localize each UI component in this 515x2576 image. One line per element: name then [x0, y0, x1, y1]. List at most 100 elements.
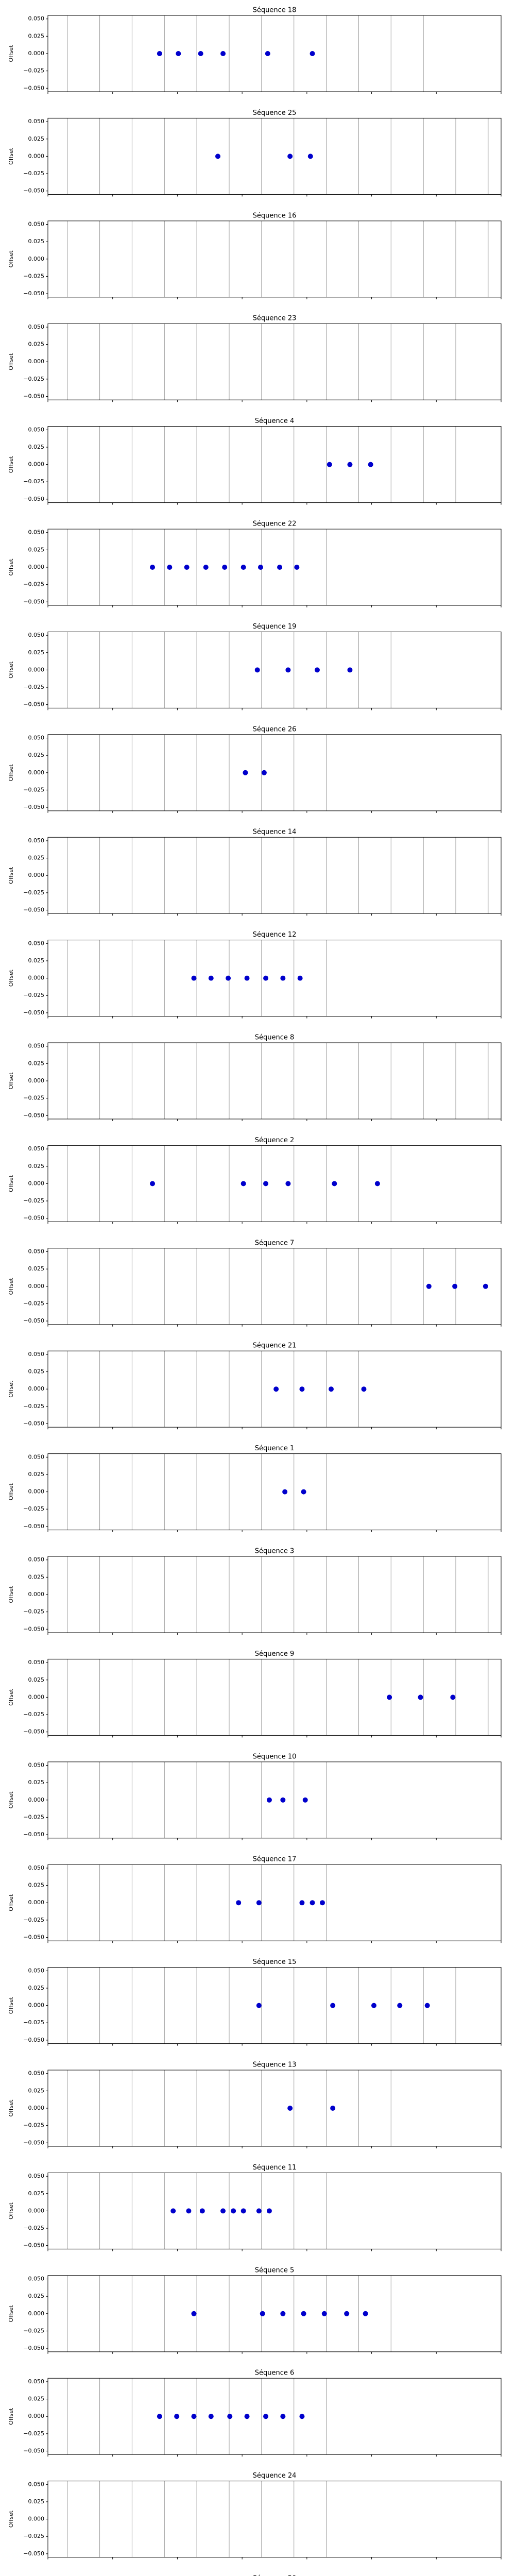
y-tick-label: 0.050	[28, 15, 45, 22]
y-tick-label: 0.000	[28, 256, 45, 262]
event-point	[157, 51, 162, 56]
event-point	[285, 667, 291, 673]
y-tick-label: 0.050	[28, 1967, 45, 1974]
subplot-title: Séquence 15	[253, 1958, 297, 1966]
y-tick-label: −0.025	[23, 478, 44, 485]
y-axis-label: Offset	[8, 455, 14, 473]
y-tick-label: 0.000	[28, 872, 45, 878]
event-point	[332, 1181, 337, 1187]
y-tick-label: 0.025	[28, 2396, 45, 2402]
y-tick-label: 0.025	[28, 341, 45, 348]
y-tick-label: 0.000	[28, 2207, 45, 2214]
y-tick-label: −0.025	[23, 1608, 44, 1615]
y-tick-label: −0.025	[23, 1095, 44, 1101]
subplot-title: Séquence 1	[255, 1445, 295, 1452]
y-tick-label: 0.050	[28, 1145, 45, 1152]
y-tick-label: −0.025	[23, 581, 44, 588]
axes-frame	[47, 1350, 502, 1428]
subplot-title: Séquence 14	[253, 828, 297, 836]
axes-frame	[47, 323, 502, 400]
y-tick-label: −0.050	[23, 804, 44, 810]
y-axis-label: Offset	[8, 1483, 14, 1500]
y-tick-label: −0.050	[23, 496, 44, 502]
y-tick-label: 0.000	[28, 2516, 45, 2522]
y-tick-label: 0.050	[28, 1865, 45, 1871]
axes-frame	[47, 1967, 502, 2044]
y-tick-label: −0.050	[23, 1728, 44, 1735]
event-point	[167, 565, 173, 570]
y-axis-label: Offset	[8, 2408, 14, 2425]
y-axis-label: Offset	[8, 1894, 14, 1911]
event-point	[294, 565, 300, 570]
y-tick-label: 0.025	[28, 1368, 45, 1375]
y-axis-label: Offset	[8, 1175, 14, 1192]
event-point	[199, 2208, 205, 2214]
event-point	[302, 1797, 308, 1803]
subplot-title: Séquence 3	[255, 1548, 295, 1555]
y-tick-label: −0.025	[23, 273, 44, 279]
event-point	[277, 565, 283, 570]
axes-frame	[47, 1761, 502, 1839]
y-tick-label: −0.050	[23, 906, 44, 913]
event-point	[244, 2414, 250, 2419]
event-point	[256, 1900, 262, 1906]
y-tick-label: 0.000	[28, 461, 45, 468]
event-point	[301, 2311, 306, 2316]
y-tick-label: −0.025	[23, 170, 44, 177]
event-point	[299, 1386, 305, 1392]
event-point	[256, 2003, 262, 2008]
y-tick-label: 0.050	[28, 426, 45, 433]
event-point	[327, 462, 332, 467]
y-tick-label: 0.050	[28, 2276, 45, 2282]
y-axis-label: Offset	[8, 2202, 14, 2219]
event-point	[174, 2414, 180, 2419]
event-point	[347, 462, 353, 467]
event-point	[418, 1694, 423, 1700]
subplot-title: Séquence 10	[253, 1753, 297, 1760]
y-tick-label: 0.000	[28, 564, 45, 570]
y-tick-label: 0.025	[28, 1265, 45, 1272]
axes-frame	[47, 221, 502, 298]
subplot-title: Séquence 21	[253, 1342, 297, 1350]
y-tick-label: 0.050	[28, 837, 45, 844]
event-point	[483, 1283, 488, 1289]
event-point	[330, 2106, 336, 2111]
event-point	[236, 1900, 242, 1906]
axes-frame	[47, 1042, 502, 1120]
y-tick-label: −0.050	[23, 1831, 44, 1838]
y-tick-label: −0.025	[23, 2225, 44, 2231]
event-point	[280, 1797, 286, 1803]
event-point	[263, 2414, 269, 2419]
y-tick-label: −0.025	[23, 2533, 44, 2539]
y-tick-label: 0.000	[28, 2310, 45, 2317]
y-tick-label: 0.025	[28, 1163, 45, 1170]
y-tick-label: 0.025	[28, 1882, 45, 1889]
event-point	[307, 154, 313, 159]
y-tick-label: −0.025	[23, 1814, 44, 1820]
y-tick-label: 0.000	[28, 2002, 45, 2009]
y-tick-label: 0.000	[28, 358, 45, 365]
y-tick-label: −0.025	[23, 684, 44, 690]
subplot-title: Séquence 7	[255, 1239, 295, 1247]
y-tick-label: −0.050	[23, 1934, 44, 1940]
event-point	[208, 2414, 214, 2419]
y-tick-label: 0.025	[28, 1060, 45, 1066]
y-tick-label: 0.025	[28, 752, 45, 758]
event-point	[203, 565, 209, 570]
y-tick-label: −0.050	[23, 598, 44, 605]
y-tick-label: 0.025	[28, 135, 45, 142]
subplot-title: Séquence 18	[253, 7, 297, 14]
y-tick-label: −0.050	[23, 1009, 44, 1016]
subplot-title: Séquence 6	[255, 2369, 295, 2377]
y-tick-label: 0.050	[28, 2070, 45, 2077]
subplot-title: Séquence 22	[253, 520, 297, 528]
event-point	[280, 975, 286, 981]
event-point	[241, 2208, 246, 2214]
y-tick-label: 0.050	[28, 1762, 45, 1769]
event-point	[285, 1181, 291, 1187]
y-tick-label: 0.025	[28, 855, 45, 861]
y-axis-label: Offset	[8, 969, 14, 987]
y-tick-label: −0.025	[23, 2430, 44, 2437]
axes-frame	[47, 2172, 502, 2249]
y-axis-label: Offset	[8, 2099, 14, 2117]
